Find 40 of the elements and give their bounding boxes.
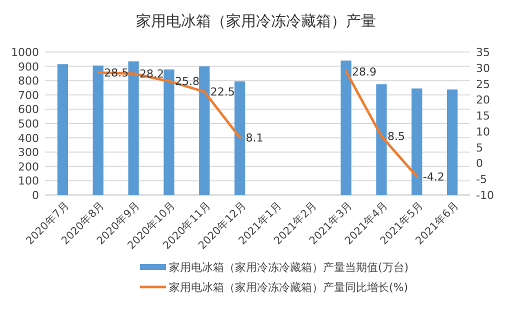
bar <box>57 64 68 195</box>
data-label: 25.8 <box>174 75 200 88</box>
y-tick-label: 200 <box>18 160 39 174</box>
bar <box>446 89 458 195</box>
y2-tick-label: 15 <box>476 110 490 123</box>
bar <box>199 66 210 195</box>
y-tick-label: 700 <box>18 88 39 102</box>
bar <box>340 60 352 195</box>
data-label: -4.2 <box>422 170 444 184</box>
y2-tick-label: -5 <box>476 173 487 186</box>
y2-tick-label: 30 <box>476 62 490 75</box>
bar <box>234 81 246 195</box>
y2-tick-label: 20 <box>476 94 490 107</box>
y2-tick-label: 0 <box>476 157 483 170</box>
legend-label: 家用电冰箱（家用冷冻冷藏箱）产量同比增长(%) <box>169 281 408 294</box>
y2-tick-label: 35 <box>476 46 490 59</box>
y-tick-label: 400 <box>18 132 39 145</box>
y-tick-label: 800 <box>18 74 39 88</box>
chart-title: 家用电冰箱（家用冷冻冷藏箱）产量 <box>136 12 376 30</box>
data-label: 8.1 <box>246 131 264 144</box>
data-label: 22.5 <box>210 86 235 99</box>
y2-tick-label: 25 <box>476 78 490 91</box>
y-tick-label: 500 <box>18 118 39 130</box>
y2-tick-label: 5 <box>476 141 483 154</box>
legend-label: 家用电冰箱（家用冷冻冷藏箱）产量当期值(万台) <box>169 261 409 274</box>
y-tick-label: 300 <box>18 146 39 160</box>
bar <box>164 69 174 195</box>
data-label: 8.5 <box>387 130 405 144</box>
bar <box>412 88 422 195</box>
y-tick-label: 100 <box>18 174 39 188</box>
y-tick-label: 0 <box>32 189 39 202</box>
data-label: 28.9 <box>352 65 377 78</box>
y2-tick-label: 10 <box>476 125 490 138</box>
y-tick-label: 1000 <box>11 46 39 59</box>
bar <box>128 61 139 195</box>
y2-tick-label: -10 <box>476 189 494 202</box>
bar <box>376 84 387 195</box>
bar <box>92 66 104 195</box>
y-tick-label: 900 <box>18 60 39 74</box>
y-tick-label: 600 <box>18 103 39 116</box>
